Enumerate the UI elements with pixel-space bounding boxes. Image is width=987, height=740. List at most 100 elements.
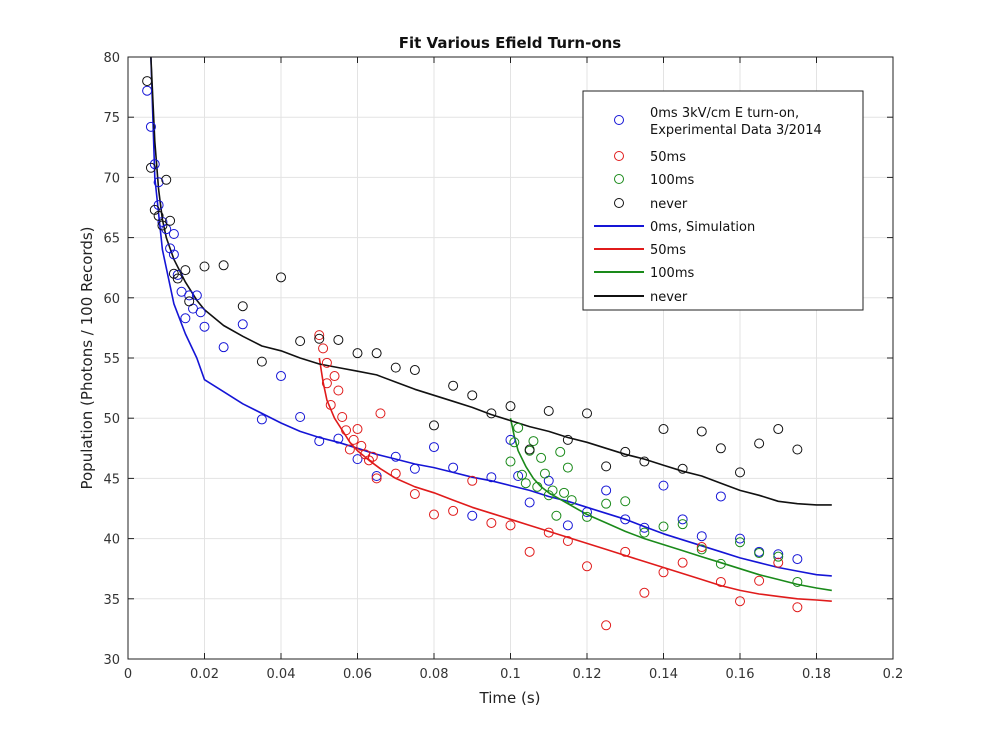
data-point xyxy=(562,434,573,445)
data-point xyxy=(735,467,745,478)
data-point xyxy=(276,371,286,382)
data-point xyxy=(559,487,570,498)
data-point xyxy=(677,519,688,530)
data-point xyxy=(172,269,183,280)
legend: 0ms 3kV/cm E turn-on, Experimental Data 3… xyxy=(582,90,864,311)
data-point xyxy=(337,411,348,422)
data-point xyxy=(348,434,359,445)
data-point xyxy=(371,348,382,359)
y-tick-label: 35 xyxy=(103,593,120,608)
data-point xyxy=(792,444,803,455)
data-point xyxy=(773,557,784,568)
data-point xyxy=(582,561,592,572)
legend-box xyxy=(582,90,864,311)
data-point xyxy=(735,596,745,607)
data-point xyxy=(256,356,267,367)
data-point xyxy=(145,121,156,132)
data-point xyxy=(601,498,612,509)
data-point xyxy=(696,426,707,437)
legend-marker xyxy=(614,198,624,208)
data-point xyxy=(513,422,524,433)
data-point xyxy=(295,411,306,422)
data-point xyxy=(409,365,420,376)
data-point xyxy=(199,261,210,272)
data-point xyxy=(333,385,344,396)
data-point xyxy=(528,436,539,447)
data-point xyxy=(486,472,497,483)
data-point xyxy=(356,440,367,451)
data-point xyxy=(754,575,765,586)
x-tick-label: 0.16 xyxy=(726,667,755,682)
legend-marker xyxy=(614,151,624,161)
data-point xyxy=(566,495,577,506)
data-point xyxy=(276,272,286,283)
data-point xyxy=(520,478,531,489)
data-point xyxy=(677,514,688,525)
data-point xyxy=(149,159,160,170)
x-tick-label: 0.18 xyxy=(802,667,831,682)
data-point xyxy=(715,558,726,569)
data-point xyxy=(639,522,650,533)
data-point xyxy=(429,420,439,431)
legend-marker xyxy=(614,115,624,125)
data-point xyxy=(658,567,669,578)
y-tick-label: 50 xyxy=(103,412,120,427)
data-point xyxy=(582,408,592,419)
data-point xyxy=(199,321,210,332)
data-point xyxy=(409,463,420,474)
legend-label: never xyxy=(650,197,688,212)
data-point xyxy=(658,424,669,435)
legend-label: 50ms xyxy=(650,150,686,165)
data-point xyxy=(191,290,202,301)
data-point xyxy=(639,527,650,538)
data-point xyxy=(754,438,765,449)
tick-labels: 0 0.02 0.04 0.06 0.08 0.1 0.12 0.14 0.16 0.18 0.2 3… xyxy=(103,51,903,682)
data-point xyxy=(321,357,332,368)
series-lines xyxy=(150,56,832,602)
data-point xyxy=(773,549,784,560)
data-point xyxy=(367,451,378,462)
data-point xyxy=(547,485,558,496)
data-point xyxy=(352,348,363,359)
data-point xyxy=(344,444,355,455)
data-point xyxy=(375,408,386,419)
data-point xyxy=(218,260,229,271)
data-point xyxy=(735,537,745,548)
legend-label: never xyxy=(650,290,688,305)
data-point xyxy=(735,533,745,544)
legend-marker xyxy=(614,174,624,184)
y-tick-label: 45 xyxy=(103,472,120,487)
data-point xyxy=(639,456,650,467)
data-point xyxy=(677,557,688,568)
legend-label: 100ms xyxy=(650,173,694,188)
data-point xyxy=(620,514,631,525)
y-tick-label: 40 xyxy=(103,533,120,548)
legend-label: 0ms, Simulation xyxy=(650,220,755,235)
legend-label: Experimental Data 3/2014 xyxy=(650,123,822,138)
data-point xyxy=(352,424,363,435)
data-point xyxy=(237,301,248,312)
data-point xyxy=(543,527,554,538)
data-point xyxy=(321,378,332,389)
data-point xyxy=(333,433,344,444)
data-point xyxy=(620,496,631,507)
data-point xyxy=(333,334,344,345)
data-point xyxy=(582,511,592,522)
data-point xyxy=(429,442,439,453)
data-point xyxy=(329,371,340,382)
x-tick-label: 0.14 xyxy=(649,667,678,682)
data-point xyxy=(180,265,191,276)
data-point xyxy=(536,452,547,463)
data-point xyxy=(696,531,707,542)
data-point xyxy=(516,469,527,480)
data-point xyxy=(792,602,803,613)
data-point xyxy=(467,475,478,486)
data-point xyxy=(314,333,325,344)
data-point xyxy=(295,336,306,347)
x-tick-label: 0 xyxy=(124,667,132,682)
series-line xyxy=(509,418,832,592)
data-point xyxy=(754,548,765,559)
series-line xyxy=(150,56,832,506)
y-tick-label: 30 xyxy=(103,653,120,668)
data-point xyxy=(429,509,439,520)
